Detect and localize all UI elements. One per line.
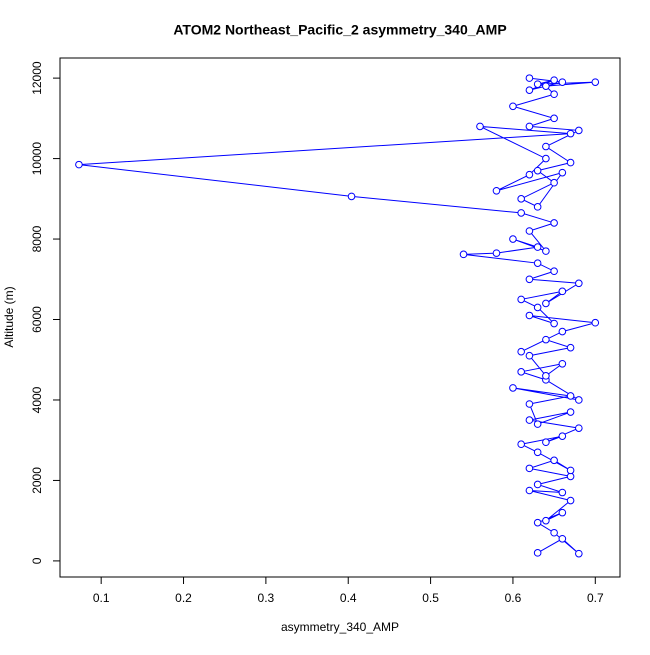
data-point [550, 456, 558, 465]
x-tick-label: 0.3 [258, 591, 275, 605]
data-point [517, 209, 525, 217]
data-point [566, 343, 575, 352]
data-point [525, 170, 534, 179]
data-point [525, 74, 534, 82]
data-point [509, 235, 517, 243]
x-axis-label: asymmetry_340_AMP [281, 620, 399, 634]
x-tick-label: 0.7 [587, 591, 604, 605]
data-point [542, 142, 550, 151]
data-point [550, 178, 558, 187]
data-point [533, 243, 542, 251]
data-point [533, 518, 542, 527]
data-point [542, 82, 550, 90]
data-point [525, 227, 534, 235]
y-tick-label: 0 [30, 557, 44, 564]
data-point [550, 90, 558, 99]
data-point [542, 154, 550, 163]
data-point [575, 424, 583, 432]
data-point [558, 534, 567, 543]
data-point [575, 126, 583, 135]
data-point [542, 438, 550, 447]
data-point [566, 392, 575, 400]
y-tick-label: 10000 [30, 142, 44, 176]
data-point [517, 295, 525, 304]
data-point [525, 122, 534, 131]
data-point [517, 440, 525, 449]
plot-frame [59, 57, 621, 578]
data-point [459, 250, 468, 259]
data-point [566, 466, 575, 475]
data-point [550, 319, 558, 328]
data-point [566, 408, 575, 416]
data-point [591, 318, 600, 327]
data-point [533, 420, 542, 428]
data-point [517, 195, 525, 203]
data-point [575, 279, 583, 288]
data-point [533, 166, 542, 175]
y-tick-label: 8000 [30, 225, 44, 252]
data-point [542, 299, 550, 308]
y-tick-label: 4000 [30, 386, 44, 413]
x-tick-label: 0.2 [175, 591, 192, 605]
data-point [533, 203, 542, 211]
y-tick-label: 6000 [30, 306, 44, 333]
data-point [558, 508, 567, 517]
data-point [533, 303, 542, 312]
data-point [542, 372, 550, 380]
data-point [542, 335, 550, 344]
data-point [347, 192, 356, 201]
data-point [509, 102, 517, 111]
data-point [542, 516, 550, 525]
chart-title: ATOM2 Northeast_Pacific_2 asymmetry_340_… [173, 22, 506, 38]
data-point [566, 129, 575, 138]
data-point [542, 247, 550, 255]
data-point [525, 86, 534, 94]
data-point [525, 400, 534, 408]
data-point [525, 275, 534, 284]
data-point [533, 480, 542, 489]
data-point [558, 359, 567, 368]
x-tick-label: 0.5 [422, 591, 439, 605]
data-point [550, 219, 558, 227]
data-point [558, 432, 567, 440]
data-point [558, 287, 567, 296]
data-point [550, 76, 558, 84]
x-tick-label: 0.4 [340, 591, 357, 605]
data-point [517, 368, 525, 376]
data-point [533, 448, 542, 457]
data-point [550, 114, 558, 123]
data-point [558, 327, 567, 336]
data-point [75, 160, 83, 169]
data-point [566, 158, 575, 167]
data-point [550, 267, 558, 276]
data-point [525, 486, 534, 495]
data-point [533, 259, 542, 267]
data-point [533, 80, 542, 88]
data-point [558, 168, 567, 177]
data-point [558, 78, 567, 86]
data-point [525, 311, 534, 320]
y-tick-label: 2000 [30, 467, 44, 494]
data-point [558, 488, 567, 497]
data-point [591, 78, 600, 86]
data-point [509, 384, 517, 392]
data-point [566, 496, 575, 505]
data-point [550, 528, 558, 537]
data-point [575, 396, 583, 404]
x-tick-label: 0.1 [93, 591, 110, 605]
data-point [492, 249, 501, 257]
data-point [533, 549, 542, 557]
y-axis-label: Altitude (m) [2, 286, 16, 347]
data-point [525, 351, 534, 360]
x-tick-label: 0.6 [505, 591, 522, 605]
data-point [525, 416, 534, 424]
data-point [575, 549, 583, 558]
data-point [517, 347, 525, 356]
data-point [492, 186, 501, 195]
y-tick-label: 12000 [30, 61, 44, 95]
data-point [525, 464, 534, 473]
data-point [476, 122, 484, 131]
